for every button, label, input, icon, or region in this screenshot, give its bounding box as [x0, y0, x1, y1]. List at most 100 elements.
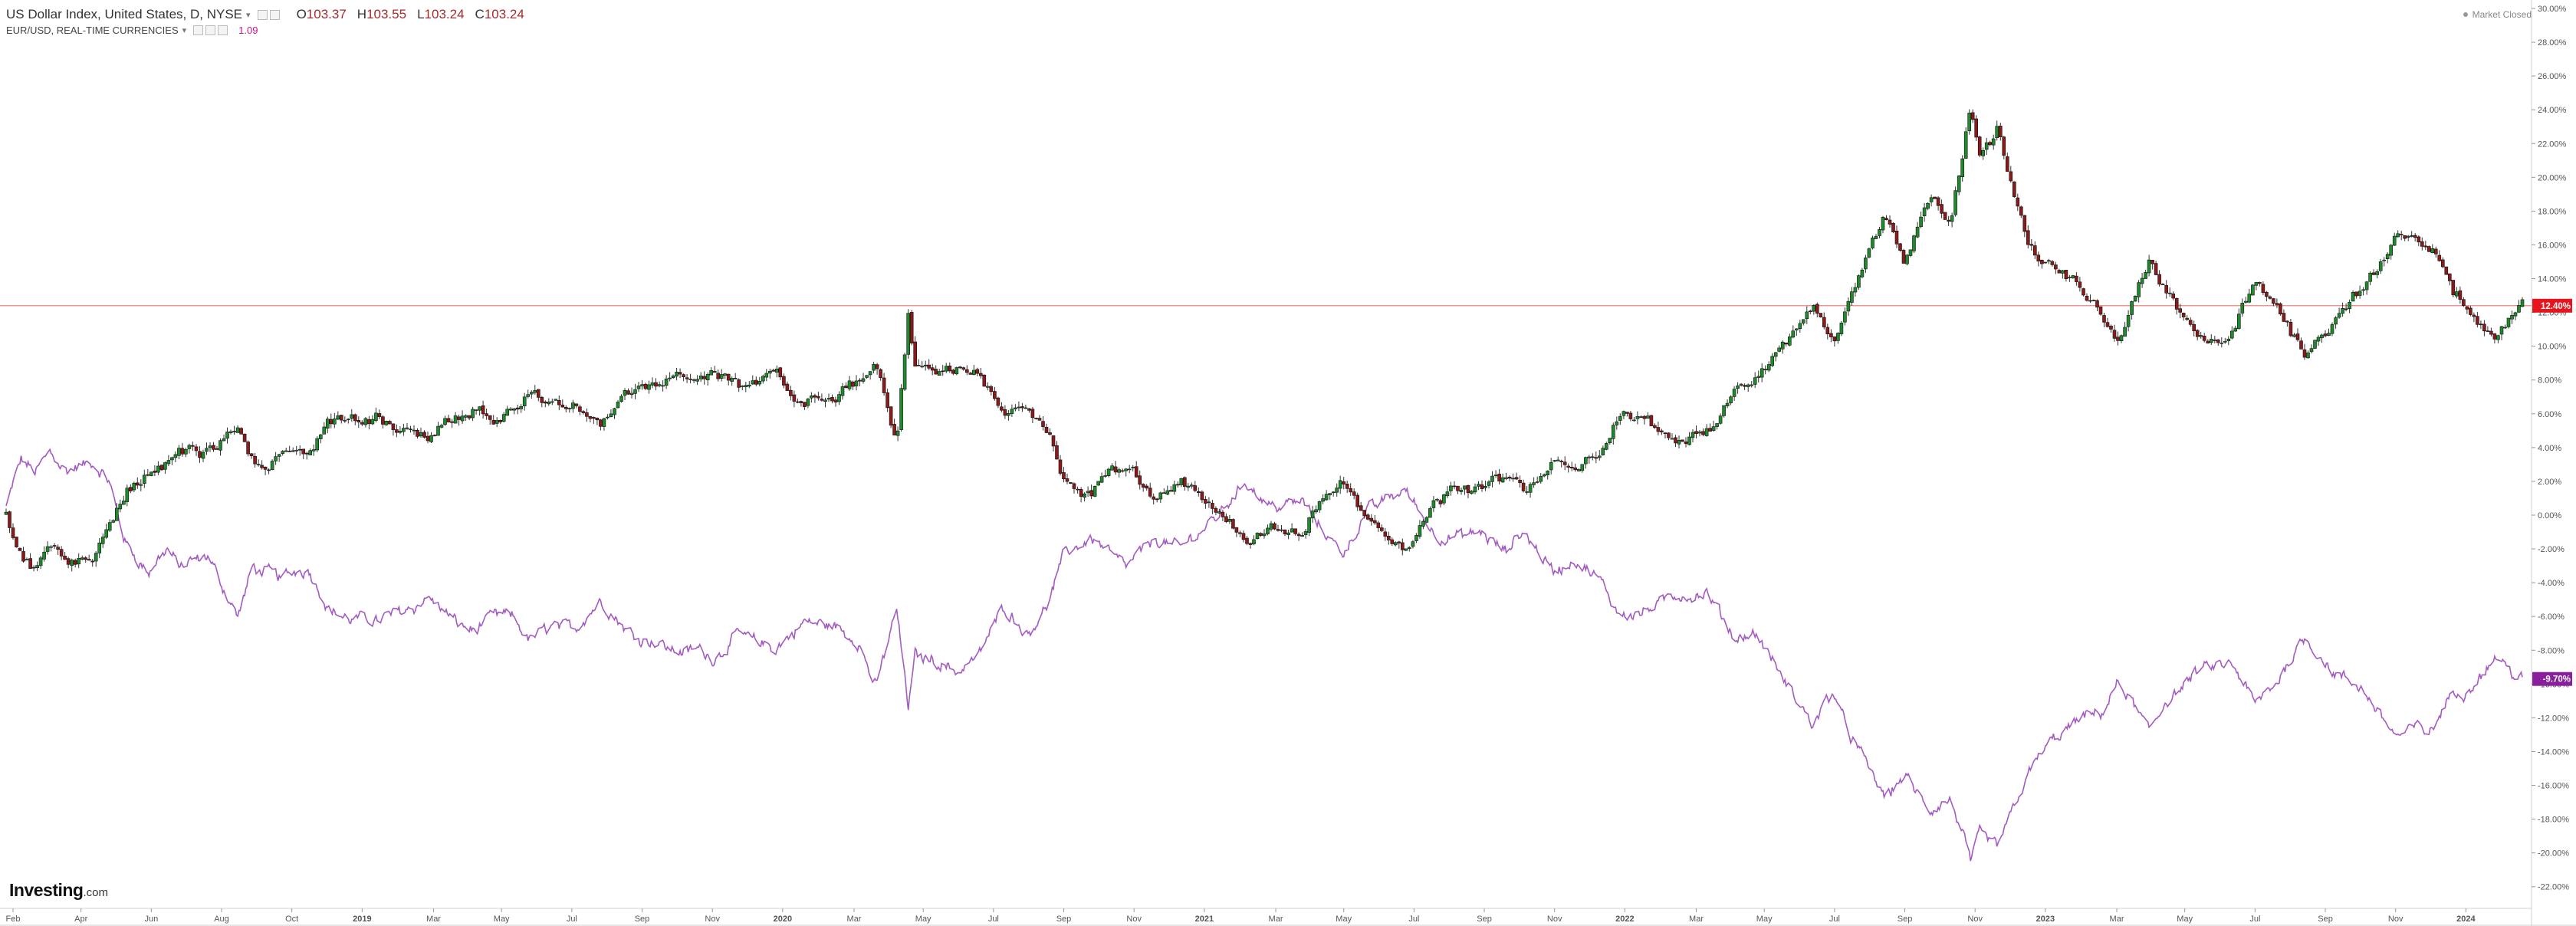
- candle-body[interactable]: [692, 379, 696, 381]
- candle-body[interactable]: [685, 377, 689, 379]
- candle-body[interactable]: [1376, 522, 1381, 528]
- candle-body[interactable]: [443, 418, 447, 425]
- candle-body[interactable]: [1204, 499, 1208, 504]
- candle-body[interactable]: [1860, 269, 1865, 277]
- candle-body[interactable]: [2061, 270, 2065, 274]
- candle-body[interactable]: [2371, 272, 2376, 275]
- candle-body[interactable]: [2133, 296, 2137, 302]
- candle-body[interactable]: [1293, 528, 1297, 534]
- candle-body[interactable]: [1653, 425, 1657, 429]
- candle-body[interactable]: [1770, 356, 1774, 366]
- candle-body[interactable]: [1857, 275, 1861, 288]
- candle-body[interactable]: [895, 430, 900, 436]
- candle-body[interactable]: [1241, 533, 1246, 540]
- candle-body[interactable]: [2462, 299, 2466, 307]
- candle-body[interactable]: [1832, 336, 1837, 342]
- candle-body[interactable]: [1514, 477, 1519, 480]
- candle-body[interactable]: [1649, 415, 1654, 426]
- candle-body[interactable]: [754, 379, 758, 385]
- candle-body[interactable]: [682, 374, 685, 378]
- candle-body[interactable]: [97, 542, 101, 553]
- candle-body[interactable]: [281, 451, 285, 454]
- candle-body[interactable]: [474, 409, 478, 411]
- candle-body[interactable]: [1352, 491, 1356, 496]
- candle-body[interactable]: [464, 415, 468, 418]
- candle-body[interactable]: [1003, 409, 1007, 416]
- candle-body[interactable]: [66, 558, 71, 565]
- candle-body[interactable]: [1024, 407, 1028, 409]
- candle-body[interactable]: [1224, 516, 1228, 522]
- candle-body[interactable]: [599, 419, 603, 427]
- candle-body[interactable]: [1750, 384, 1753, 386]
- candle-body[interactable]: [2272, 298, 2275, 304]
- candle-body[interactable]: [1328, 493, 1332, 495]
- candle-body[interactable]: [2327, 333, 2331, 337]
- candle-body[interactable]: [4, 511, 8, 515]
- candle-body[interactable]: [1697, 432, 1702, 434]
- compare-hide-icon[interactable]: [205, 25, 216, 35]
- candle-body[interactable]: [353, 414, 357, 422]
- candle-body[interactable]: [972, 369, 976, 376]
- candle-body[interactable]: [1798, 323, 1802, 329]
- candle-body[interactable]: [757, 380, 762, 385]
- candle-body[interactable]: [2040, 259, 2044, 264]
- candle-body[interactable]: [1321, 498, 1325, 502]
- candle-body[interactable]: [557, 399, 561, 406]
- candle-body[interactable]: [2216, 339, 2220, 343]
- candle-body[interactable]: [329, 419, 334, 425]
- candle-body[interactable]: [215, 448, 219, 450]
- candle-body[interactable]: [906, 313, 910, 355]
- candle-body[interactable]: [588, 415, 593, 419]
- candle-body[interactable]: [1839, 322, 1844, 334]
- candle-body[interactable]: [63, 556, 67, 560]
- candle-body[interactable]: [792, 394, 797, 402]
- candle-body[interactable]: [1048, 432, 1052, 435]
- candle-body[interactable]: [1864, 257, 1868, 270]
- candle-body[interactable]: [1974, 118, 1978, 138]
- candle-body[interactable]: [1269, 523, 1273, 530]
- candle-body[interactable]: [526, 394, 531, 397]
- candle-body[interactable]: [536, 389, 540, 398]
- candle-body[interactable]: [1252, 539, 1256, 544]
- candle-body[interactable]: [733, 378, 738, 379]
- candle-body[interactable]: [782, 376, 786, 386]
- candle-body[interactable]: [1470, 491, 1474, 494]
- candle-body[interactable]: [163, 462, 167, 470]
- candle-body[interactable]: [774, 368, 779, 373]
- candle-body[interactable]: [381, 416, 385, 425]
- candle-body[interactable]: [1266, 527, 1270, 534]
- candle-body[interactable]: [547, 401, 551, 405]
- candle-body[interactable]: [1383, 531, 1388, 537]
- candle-body[interactable]: [322, 426, 327, 435]
- candle-body[interactable]: [1888, 219, 1892, 225]
- candle-body[interactable]: [723, 373, 728, 376]
- candle-body[interactable]: [1431, 500, 1436, 508]
- candle-body[interactable]: [993, 391, 997, 399]
- candle-body[interactable]: [1355, 494, 1359, 507]
- candle-body[interactable]: [902, 354, 907, 390]
- candle-body[interactable]: [726, 373, 731, 381]
- candle-body[interactable]: [156, 465, 160, 473]
- candle-body[interactable]: [1428, 508, 1432, 518]
- candle-body[interactable]: [1977, 136, 1982, 156]
- candle-body[interactable]: [1155, 498, 1159, 501]
- candle-body[interactable]: [592, 417, 596, 419]
- candle-body[interactable]: [132, 482, 136, 491]
- candle-body[interactable]: [2354, 291, 2358, 297]
- candle-body[interactable]: [1608, 438, 1612, 443]
- candle-body[interactable]: [1704, 428, 1709, 436]
- candle-body[interactable]: [2285, 320, 2289, 323]
- candle-body[interactable]: [2140, 277, 2144, 284]
- candle-body[interactable]: [2233, 327, 2238, 332]
- candle-body[interactable]: [2465, 306, 2469, 310]
- candle-body[interactable]: [59, 549, 64, 557]
- candle-body[interactable]: [1919, 216, 1923, 227]
- candle-body[interactable]: [2517, 304, 2521, 313]
- settings-square-icon[interactable]: [257, 9, 268, 20]
- candle-body[interactable]: [235, 427, 240, 433]
- candle-body[interactable]: [2279, 303, 2282, 315]
- candle-body[interactable]: [80, 557, 84, 560]
- candle-body[interactable]: [1307, 517, 1311, 533]
- compare-dropdown-icon[interactable]: ▾: [182, 26, 187, 35]
- candle-body[interactable]: [2064, 269, 2068, 279]
